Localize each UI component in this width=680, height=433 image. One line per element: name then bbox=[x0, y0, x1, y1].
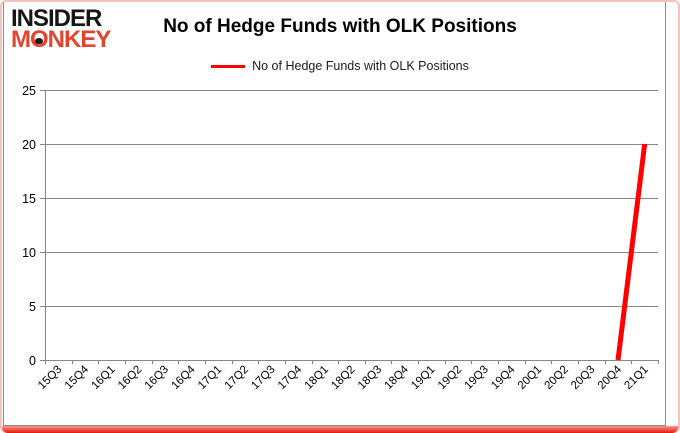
logo-monkey-nkey: NKEY bbox=[47, 26, 112, 53]
series-line bbox=[615, 143, 648, 361]
legend-label: No of Hedge Funds with OLK Positions bbox=[252, 59, 469, 73]
logo-monkey-m: M bbox=[11, 26, 31, 53]
logo-text-insider: INSIDER bbox=[11, 5, 102, 32]
legend-line-swatch bbox=[211, 64, 246, 68]
y-axis-label-5: 5 bbox=[29, 300, 36, 314]
y-axis-label-20: 20 bbox=[22, 138, 36, 152]
chart-inner-border bbox=[3, 1, 666, 426]
monkey-face-icon: O bbox=[30, 26, 49, 53]
chart-legend: No of Hedge Funds with OLK Positions bbox=[0, 59, 680, 73]
y-axis-label-0: 0 bbox=[29, 354, 36, 368]
y-axis-label-15: 15 bbox=[22, 192, 36, 206]
logo-text-monkey: MONKEY bbox=[11, 26, 112, 53]
y-axis-label-10: 10 bbox=[22, 246, 36, 260]
insider-monkey-logo: INSIDER MONKEY bbox=[11, 5, 112, 53]
y-axis-label-25: 25 bbox=[22, 84, 36, 98]
chart-title: No of Hedge Funds with OLK Positions bbox=[163, 16, 517, 37]
image-bottom-glow bbox=[2, 426, 678, 433]
